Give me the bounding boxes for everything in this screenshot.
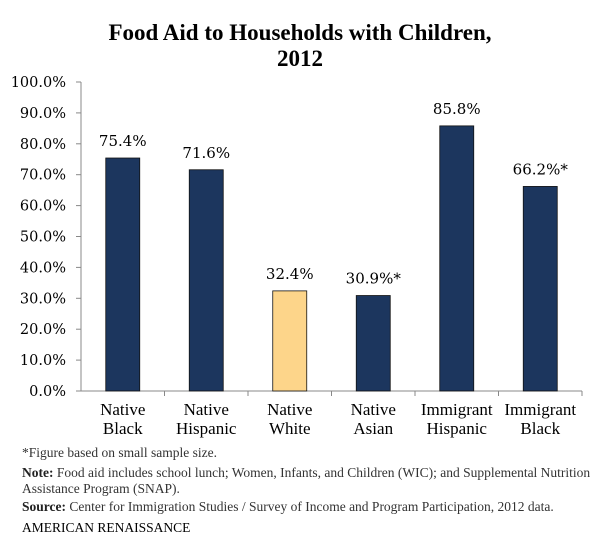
category-label: Native: [100, 400, 145, 419]
category-label: Hispanic: [427, 419, 488, 438]
bar: [105, 157, 141, 392]
y-tick-label: 60.0%: [20, 199, 66, 215]
source-label: Source:: [22, 499, 66, 514]
data-label: 30.9%*: [346, 270, 402, 288]
y-tick-label: 0.0%: [29, 384, 66, 400]
y-tick-label: 50.0%: [20, 230, 66, 246]
category-label: Hispanic: [176, 419, 237, 438]
category-label: Immigrant: [421, 400, 493, 419]
brand-logo-text: AMERICAN RENAISSANCE: [22, 520, 191, 535]
source-text: Center for Immigration Studies / Survey …: [66, 499, 554, 514]
category-label: Black: [103, 419, 143, 438]
chart-title: Food Aid to Households with Children,: [108, 20, 491, 45]
footnote-source: Source: Center for Immigration Studies /…: [22, 499, 592, 515]
bar: [188, 169, 224, 392]
category-label: Native: [267, 400, 312, 419]
bar: [439, 125, 475, 392]
bar: [355, 295, 391, 392]
y-tick-label: 20.0%: [20, 322, 66, 338]
note-text: Food aid includes school lunch; Women, I…: [22, 465, 591, 496]
category-label: White: [269, 419, 311, 438]
y-tick-label: 40.0%: [20, 260, 66, 276]
y-tick-label: 30.0%: [20, 291, 66, 307]
bar: [272, 290, 308, 392]
footnote-note: Note: Food aid includes school lunch; Wo…: [22, 465, 592, 497]
data-label: 75.4%: [99, 132, 147, 150]
bar-chart: Food Aid to Households with Children,201…: [11, 20, 583, 438]
category-label: Black: [520, 419, 560, 438]
bar: [522, 186, 558, 392]
data-label: 71.6%: [182, 144, 230, 162]
chart-title: 2012: [277, 46, 323, 71]
category-label: Immigrant: [504, 400, 576, 419]
category-label: Asian: [353, 419, 393, 438]
note-label: Note:: [22, 465, 54, 480]
y-tick-label: 80.0%: [20, 137, 66, 153]
category-label: Native: [184, 400, 229, 419]
y-tick-label: 90.0%: [20, 106, 66, 122]
data-label: 32.4%: [266, 265, 314, 283]
category-label: Native: [351, 400, 396, 419]
data-label: 66.2%*: [513, 160, 569, 178]
data-label: 85.8%: [433, 100, 481, 118]
y-tick-label: 100.0%: [11, 75, 66, 91]
footnote-asterisk: *Figure based on small sample size.: [22, 445, 217, 460]
y-tick-label: 10.0%: [20, 353, 66, 369]
y-tick-label: 70.0%: [20, 168, 66, 184]
